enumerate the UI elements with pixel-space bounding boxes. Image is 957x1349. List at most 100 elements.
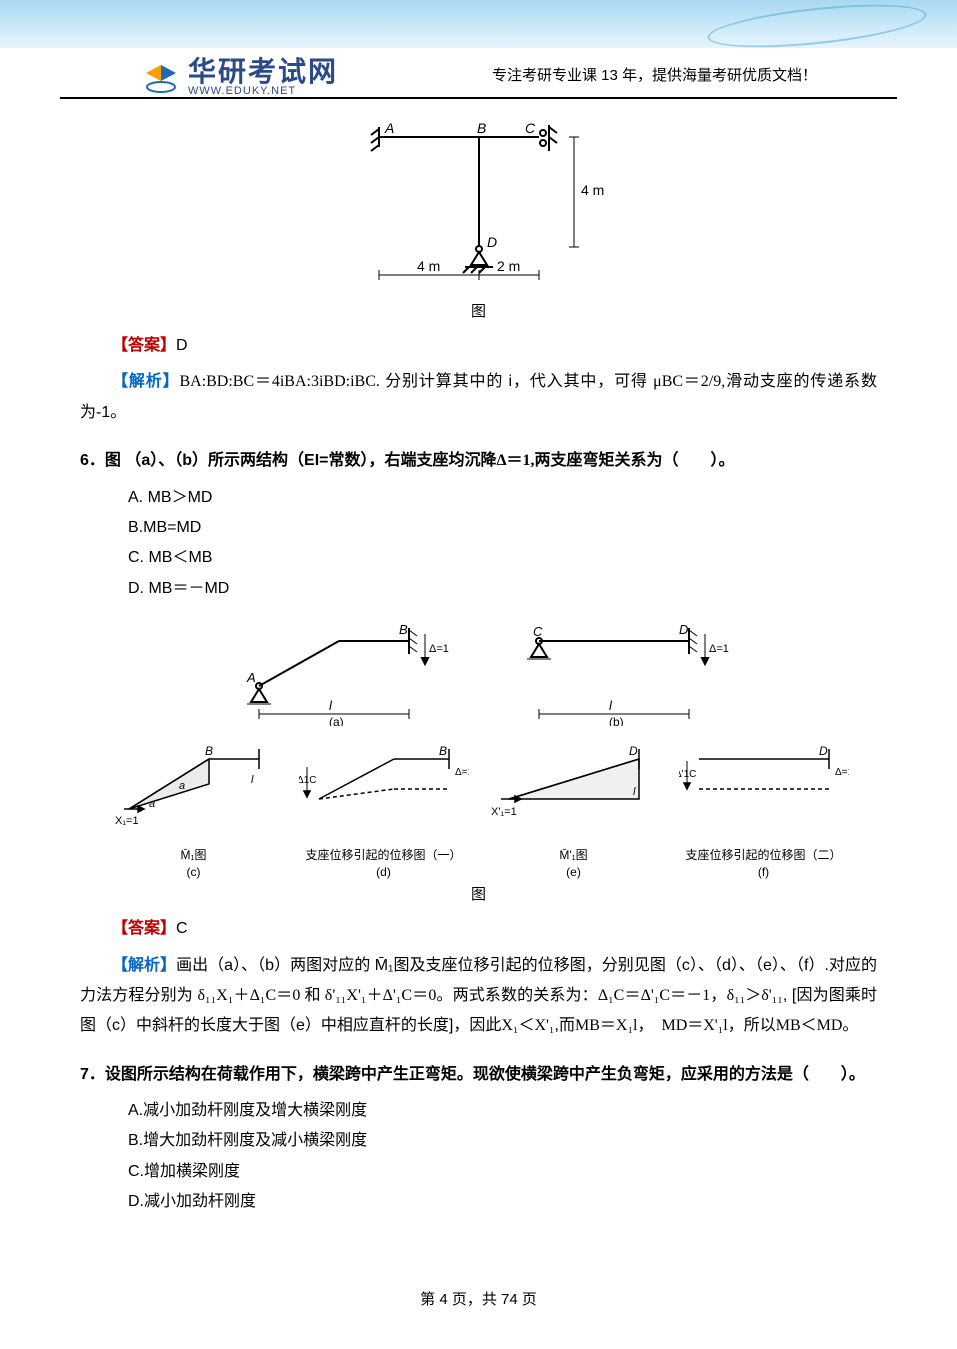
footer-cur: 4 [439,1291,447,1308]
q6-explain: 【解析】画出（a）、（b）两图对应的 M̄₁图及支座位移引起的位移图，分别见图（… [80,951,877,1042]
lbl-e: (e) [489,865,659,879]
q6-exp5: ，所以 [728,1017,776,1034]
q6-figs-ab: A B Δ=1 l (a) [80,616,877,731]
svg-text:X₁=1: X₁=1 [115,815,139,827]
q7-opt-b: B.增大加劲杆刚度及减小横梁刚度 [128,1126,877,1156]
q5-figure: A B C D 4 m 4 m 2 m [80,117,877,292]
svg-text:A: A [384,120,394,136]
svg-text:Δ=1: Δ=1 [835,767,849,778]
cap-c: M̄₁图 [180,848,206,862]
logo-text: 华研考试网 WWW.EDUKY.NET [188,58,338,97]
svg-text:X'₁=1: X'₁=1 [491,806,517,818]
cap-f: 支座位移引起的位移图（二） [685,848,841,862]
svg-text:Δ1C: Δ1C [299,775,316,786]
q6-stem-a: 图 （a）、（b）所示两结构（EI=常数），右端支座均沉降 [105,452,497,469]
svg-text:B: B [439,744,447,758]
svg-text:(b): (b) [609,715,624,726]
q5-formula: BA:BD:BC＝4iBA:3iBD:iBC. [179,373,379,390]
q6-eq2: Δ₁C＝Δ'₁C＝－1，δ₁₁＞δ'₁₁ [598,987,783,1004]
q6-exp2: 。两式系数的关系为： [436,987,597,1004]
svg-text:l: l [251,774,254,786]
fig-d: B Δ1C Δ=1 支座位移引起的位移图（一） (d) [299,739,469,879]
svg-text:A: A [246,670,256,685]
fig-b: C D Δ=1 l (b) [509,616,729,731]
svg-text:Δ=1: Δ=1 [429,643,449,655]
q6-eq5: MB＜MD。 [776,1017,859,1034]
lbl-f: (f) [679,865,849,879]
svg-text:4 m: 4 m [581,182,604,198]
svg-text:B: B [399,622,408,637]
svg-text:l: l [329,698,333,713]
svg-text:Δ=1: Δ=1 [709,643,729,655]
q6-answer: 【答案】C [80,914,877,944]
q7-stem: 7．设图所示结构在荷载作用下，横梁跨中产生正弯矩。现欲使横梁跨中产生负弯矩，应采… [80,1060,877,1090]
svg-text:Δ=1: Δ=1 [455,767,469,778]
q5-explain: 【解析】BA:BD:BC＝4iBA:3iBD:iBC. 分别计算其中的 i，代入… [80,367,877,428]
lbl-c: (c) [109,865,279,879]
svg-text:4 m: 4 m [417,258,440,274]
q6-eq4: MB＝X₁l， MD＝X'₁l [575,1017,728,1034]
lbl-d: (d) [299,865,469,879]
svg-text:Δ'1C: Δ'1C [679,769,696,780]
q7-opt-d: D.减小加劲杆刚度 [128,1187,877,1217]
logo: 华研考试网 WWW.EDUKY.NET [140,58,338,97]
q6-stem-b: 两支座弯矩关系为（ ）。 [535,452,735,469]
svg-text:l: l [609,698,613,713]
explain-label: 【解析】 [112,373,179,390]
q6-eq1: δ₁₁X₁＋Δ₁C＝0 和 δ'₁₁X'₁＋Δ'₁C＝0 [198,987,437,1004]
footer-mid: 页，共 [448,1291,501,1308]
q6-fig-label: 图 [80,883,877,904]
q5-text1: 分别计算其中的 i，代入其中，可得 [380,373,653,390]
svg-text:B: B [477,120,486,136]
q6-opt-c: C. MB＜MB [128,543,877,573]
svg-text:a: a [149,798,155,810]
page-header: 华研考试网 WWW.EDUKY.NET 专注考研专业课 13 年，提供海量考研优… [60,48,897,99]
q6-explain-label: 【解析】 [112,957,176,974]
answer-label: 【答案】 [112,337,176,354]
q6-answer-value: C [176,920,188,937]
answer-value: D [176,337,188,354]
q5-answer: 【答案】D [80,331,877,361]
top-banner [0,0,957,48]
svg-text:2 m: 2 m [497,258,520,274]
q6-exp4: 而 [559,1017,575,1034]
svg-text:(a): (a) [329,715,344,726]
page-footer: 第 4 页，共 74 页 [80,1288,877,1309]
fig-e: D l X'₁=1 M̄'₁图 (e) [489,739,659,879]
q7-num: 7． [80,1066,105,1083]
svg-text:a: a [179,780,185,792]
svg-text:D: D [819,744,828,758]
logo-icon [140,59,182,97]
banner-decor [706,0,929,48]
svg-text:D: D [487,234,497,250]
q5-fig-label: 图 [80,300,877,321]
footer-suffix: 页 [518,1291,537,1308]
q5-mu: μBC＝2/9, [653,373,725,390]
svg-text:B: B [205,744,213,758]
q6-opt-d: D. MB＝－MD [128,574,877,604]
q7-opt-c: C.增加横梁刚度 [128,1157,877,1187]
footer-prefix: 第 [420,1291,439,1308]
cap-d: 支座位移引起的位移图（一） [305,848,461,862]
footer-total: 74 [501,1291,518,1308]
svg-text:D: D [629,744,638,758]
q6-figs-cdef: B a a X₁=1 l M̄₁图 (c) B [80,739,877,879]
fig-f: D Δ'1C Δ=1 支座位移引起的位移图（二） (f) [679,739,849,879]
svg-text:C: C [533,624,543,639]
q6-delta: Δ＝1, [497,452,535,469]
q6-num: 6． [80,452,105,469]
svg-text:D: D [679,622,688,637]
cap-e: M̄'₁图 [559,848,587,862]
fig-a: A B Δ=1 l (a) [229,616,449,731]
q6-opt-a: A. MB＞MD [128,483,877,513]
q6-stem: 6．图 （a）、（b）所示两结构（EI=常数），右端支座均沉降Δ＝1,两支座弯矩… [80,446,877,476]
svg-text:C: C [525,120,536,136]
logo-sub: WWW.EDUKY.NET [188,86,338,97]
q6-eq3: X₁＜X'₁ [501,1017,554,1034]
page-content: A B C D 4 m 4 m 2 m 图 【答案】D 【解析】BA:BD:BC… [0,99,957,1349]
q6-opt-b: B.MB=MD [128,513,877,543]
fig-c: B a a X₁=1 l M̄₁图 (c) [109,739,279,879]
q6-answer-label: 【答案】 [112,920,176,937]
header-tagline: 专注考研专业课 13 年，提供海量考研优质文档！ [492,64,817,91]
q7-stem-text: 设图所示结构在荷载作用下，横梁跨中产生正弯矩。现欲使横梁跨中产生负弯矩，应采用的… [105,1066,865,1083]
